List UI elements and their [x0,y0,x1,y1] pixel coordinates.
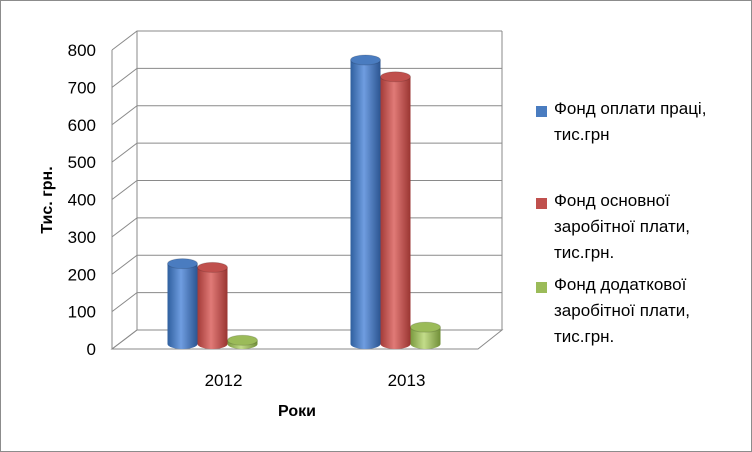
bar-top [197,261,228,273]
floor [110,329,504,350]
bar-body [380,76,411,350]
y-tick-label: 800 [68,41,96,60]
y-tick-label: 100 [68,303,96,322]
legend-label: Фонд основної заробітної плати, тис.грн. [554,188,744,266]
x-axis-ticks: 2012 2013 [205,371,426,390]
y-tick-label: 0 [87,340,96,359]
bar-body [167,263,198,349]
legend-swatch [536,198,547,209]
y-axis-ticks: 0 100 200 300 400 500 600 700 800 [68,41,96,359]
bars [167,54,441,350]
gridline [111,67,502,88]
legend-swatch [536,106,547,117]
y-tick-label: 700 [68,78,96,97]
bar [410,321,441,349]
gridline [111,30,502,51]
bar-body [410,327,441,349]
legend-label-line: заробітної плати, [554,301,690,320]
legend-label-line: Фонд оплати праці, [554,99,707,118]
legend-label-line: тис.грн [554,125,610,144]
gridline [111,105,502,126]
y-tick-label: 300 [68,228,96,247]
bar-top [410,321,441,333]
y-axis-title: Тис. грн. [39,166,56,233]
bar-top [350,54,381,66]
legend-label-line: Фонд додаткової [554,275,687,294]
bar-top [167,258,198,270]
legend-swatch [536,282,547,293]
legend-label-line: Фонд основної [554,191,670,210]
bar [350,54,381,349]
x-axis-title: Роки [278,403,316,420]
bar [167,258,198,349]
gridline [111,180,502,200]
legend-label-line: тис.грн. [554,243,615,262]
y-tick-label: 400 [68,191,96,210]
legend-label-line: заробітної плати, [554,217,690,236]
y-tick-label: 500 [68,153,96,172]
bar-top [227,334,258,346]
x-tick-label: 2012 [205,371,243,390]
bar-top [380,71,411,83]
bar [227,334,258,349]
legend-label: Фонд додаткової заробітної плати, тис.грн. [554,272,744,350]
legend-label: Фонд оплати праці, тис.грн [554,96,744,148]
gridline [111,217,502,238]
bar [380,71,411,350]
y-tick-label: 200 [68,265,96,284]
bar [197,261,228,349]
gridline [111,142,502,163]
y-tick-label: 600 [68,116,96,135]
legend-label-line: тис.грн. [554,327,615,346]
x-tick-label: 2013 [388,371,426,390]
bar-body [350,59,381,349]
bar-body [197,267,228,349]
